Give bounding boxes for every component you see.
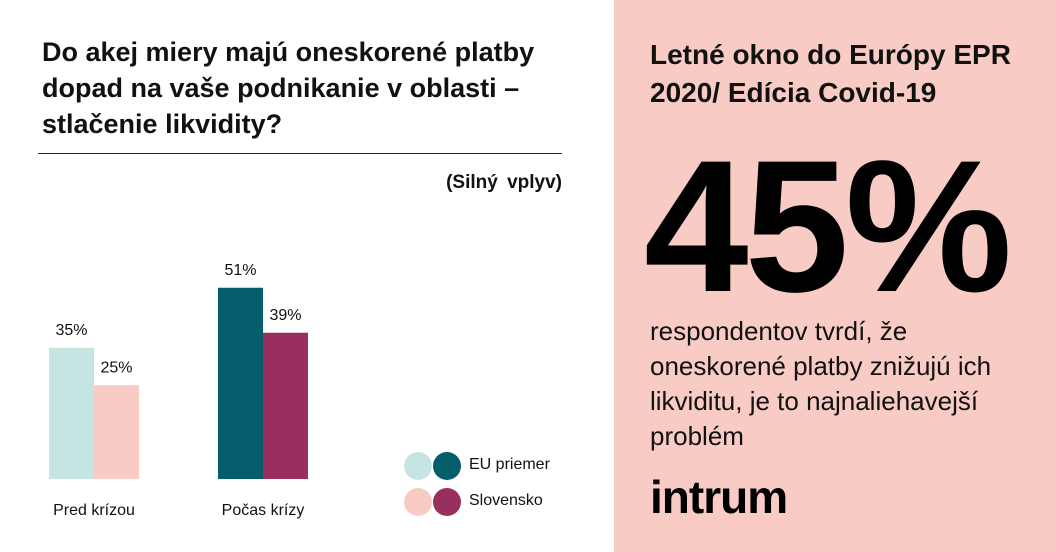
bar-chart: 35% 25% Pred krízou 51% 39% Počas krízy bbox=[49, 262, 308, 519]
chart-subtitle: (Silný vplyv) bbox=[446, 172, 562, 193]
data-label-eu-1: 51% bbox=[224, 262, 256, 279]
survey-title: Letné okno do Európy EPR 2020/ Edícia Co… bbox=[650, 39, 1011, 108]
bar-slovensko-1 bbox=[263, 332, 308, 479]
title-divider bbox=[38, 153, 562, 154]
highlight-panel: Letné okno do Európy EPR 2020/ Edícia Co… bbox=[614, 0, 1056, 552]
statistic-description: respondentov tvrdí, že oneskorené platby… bbox=[650, 316, 992, 451]
legend-swatch-eu-dark bbox=[433, 452, 461, 480]
legend-swatch-sk-light bbox=[404, 488, 432, 516]
legend-label-slovensko: Slovensko bbox=[469, 492, 543, 509]
bar-slovensko-0 bbox=[94, 385, 139, 479]
bar-eu-1 bbox=[218, 287, 263, 479]
data-label-eu-0: 35% bbox=[55, 322, 87, 339]
intrum-logo: intrum bbox=[650, 471, 788, 523]
legend-swatch-sk-dark bbox=[433, 488, 461, 516]
legend-label-eu: EU priemer bbox=[469, 456, 550, 473]
category-label-0: Pred krízou bbox=[53, 502, 135, 519]
chart-panel: Do akej miery majú oneskorené platby dop… bbox=[38, 37, 562, 519]
data-label-slovensko-1: 39% bbox=[269, 307, 301, 324]
data-label-slovensko-0: 25% bbox=[100, 359, 132, 376]
chart-question-title: Do akej miery majú oneskorené platby dop… bbox=[42, 37, 535, 139]
bar-eu-0 bbox=[49, 347, 94, 479]
category-label-1: Počas krízy bbox=[222, 502, 305, 519]
key-statistic: 45% bbox=[644, 121, 1012, 331]
legend-swatch-eu-light bbox=[404, 452, 432, 480]
